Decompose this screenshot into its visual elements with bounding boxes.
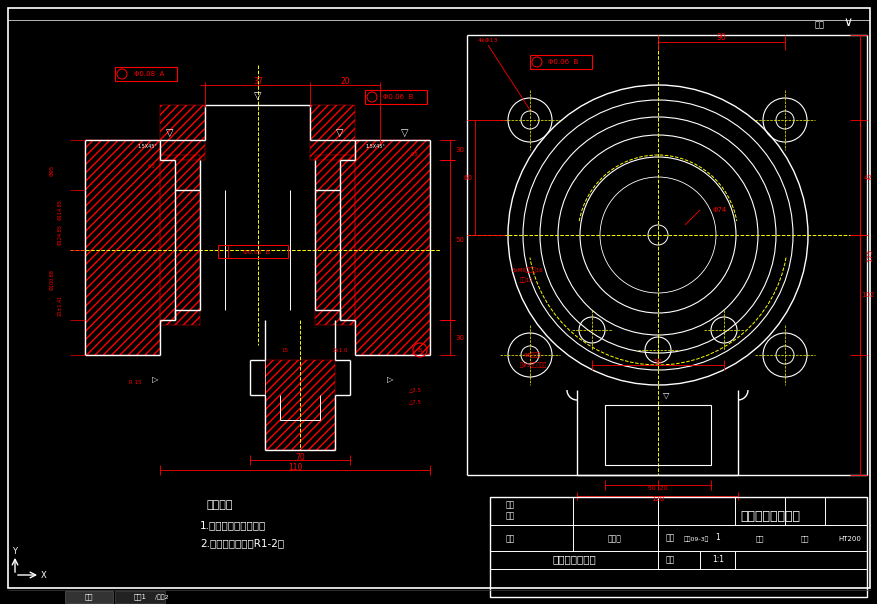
Bar — [160, 155, 200, 325]
Text: ▷: ▷ — [386, 376, 393, 385]
Text: ∨: ∨ — [843, 16, 852, 28]
Text: ▽: ▽ — [166, 128, 174, 138]
Text: 50: 50 — [652, 359, 661, 365]
Text: 50  20: 50 20 — [647, 486, 667, 490]
Text: △3.5: △3.5 — [408, 388, 421, 393]
Text: 120: 120 — [651, 496, 664, 502]
Bar — [115, 67, 177, 81]
Bar — [310, 105, 354, 160]
Text: 102: 102 — [860, 292, 873, 298]
Text: 模型: 模型 — [85, 594, 93, 600]
Bar — [489, 497, 866, 597]
Text: 轴承托脚零件图: 轴承托脚零件图 — [552, 554, 595, 564]
Text: ▽: ▽ — [662, 391, 668, 399]
Text: 6.5: 6.5 — [148, 164, 156, 170]
Text: Φ74: Φ74 — [712, 207, 726, 213]
Text: 与Φ5孔同位检验: 与Φ5孔同位检验 — [519, 362, 546, 368]
Text: 重量: 重量 — [755, 536, 763, 542]
Text: R 15: R 15 — [129, 381, 141, 385]
Text: B: B — [417, 347, 422, 353]
Text: 比例: 比例 — [665, 556, 674, 565]
Text: 周葵通: 周葵通 — [608, 535, 621, 544]
Text: 42: 42 — [863, 175, 872, 181]
Text: Φ8锥销孔: Φ8锥销孔 — [524, 352, 541, 358]
Text: 2.图中未注圆角为R1-2。: 2.图中未注圆角为R1-2。 — [200, 538, 284, 548]
Text: 1:1: 1:1 — [711, 556, 724, 565]
Text: 布局1: 布局1 — [133, 594, 146, 600]
Text: 审核: 审核 — [505, 501, 514, 510]
Bar — [354, 140, 430, 355]
Text: 50: 50 — [455, 237, 464, 243]
Text: 辽宁工程技术大学: 辽宁工程技术大学 — [739, 510, 799, 522]
Text: 1: 1 — [715, 533, 719, 542]
Text: 6.5: 6.5 — [410, 152, 418, 158]
Text: Φ0.06  B: Φ0.06 B — [382, 94, 413, 100]
Text: 技术要求: 技术要求 — [206, 500, 233, 510]
Bar — [604, 405, 710, 465]
Bar — [65, 591, 113, 603]
Bar — [217, 245, 288, 258]
Text: ▽: ▽ — [254, 91, 261, 101]
Text: 1.毛坯须经时效处理。: 1.毛坯须经时效处理。 — [200, 520, 266, 530]
Text: /布局2: /布局2 — [155, 594, 168, 600]
Text: 70: 70 — [295, 452, 304, 461]
Text: 材料: 材料 — [800, 536, 809, 542]
Text: Φ114.85: Φ114.85 — [57, 199, 62, 220]
Text: 1.5X45°: 1.5X45° — [137, 144, 157, 150]
Text: Φ95: Φ95 — [49, 164, 54, 176]
Text: 20: 20 — [339, 77, 349, 86]
Text: Φ0.05  B: Φ0.05 B — [242, 249, 269, 254]
Text: 4xΦ13: 4xΦ13 — [477, 37, 498, 42]
Text: 15: 15 — [282, 347, 289, 353]
Text: Φ124.85: Φ124.85 — [57, 225, 62, 245]
Text: 数量: 数量 — [665, 533, 674, 542]
Text: 175: 175 — [866, 248, 872, 262]
Text: 37: 37 — [253, 77, 262, 86]
Bar — [85, 140, 160, 355]
Text: X: X — [41, 571, 46, 579]
Text: 攻深12: 攻深12 — [520, 277, 533, 283]
Bar — [530, 55, 591, 69]
Text: Φ0.08  A: Φ0.08 A — [133, 71, 164, 77]
Text: ▽: ▽ — [336, 128, 344, 138]
Text: ▽: ▽ — [401, 128, 409, 138]
Text: 30: 30 — [455, 335, 464, 341]
Text: Y: Y — [12, 547, 18, 556]
Text: 校验: 校验 — [505, 512, 514, 521]
Text: 1.5X45°: 1.5X45° — [365, 144, 384, 150]
Text: 其余: 其余 — [814, 21, 824, 30]
Text: HT200: HT200 — [838, 536, 860, 542]
Text: 60: 60 — [463, 175, 472, 181]
Bar — [315, 155, 354, 325]
Text: Φ0.06  B: Φ0.06 B — [547, 59, 578, 65]
Bar — [160, 105, 204, 160]
Text: 2x1.0: 2x1.0 — [332, 347, 347, 353]
Text: 90: 90 — [716, 33, 725, 42]
Text: Φ100.88: Φ100.88 — [49, 269, 54, 291]
Text: △7.5: △7.5 — [408, 399, 421, 405]
Bar — [265, 360, 335, 450]
Bar — [115, 591, 165, 603]
Text: 110: 110 — [288, 463, 302, 472]
Text: ▷: ▷ — [152, 376, 158, 385]
Bar — [365, 90, 426, 104]
Text: 3xM6螺纹深16: 3xM6螺纹深16 — [510, 267, 542, 273]
Text: 30: 30 — [455, 147, 464, 153]
Text: 20±1.41: 20±1.41 — [57, 294, 62, 316]
Text: 机械09-3班: 机械09-3班 — [682, 536, 708, 542]
Text: 制图: 制图 — [505, 535, 514, 544]
